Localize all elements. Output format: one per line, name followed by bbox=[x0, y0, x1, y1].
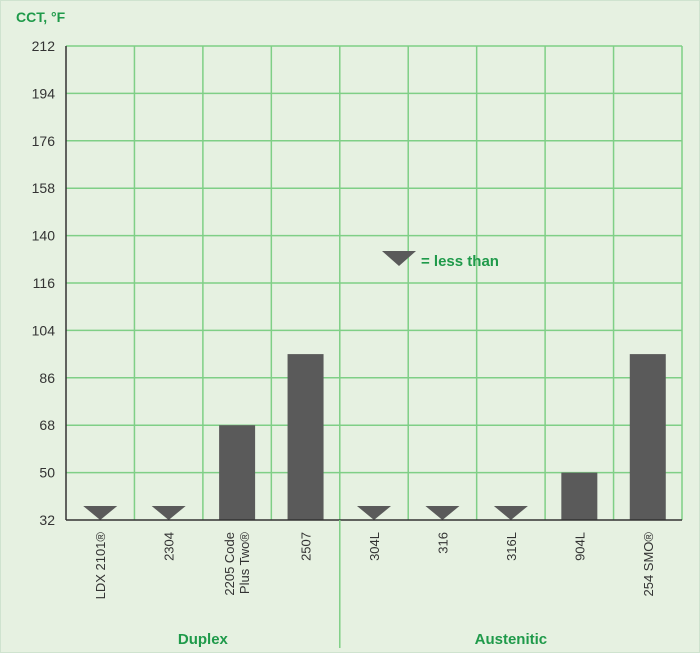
y-tick-label: 158 bbox=[32, 180, 56, 196]
x-tick-label: 316L bbox=[504, 532, 519, 561]
y-tick-label: 116 bbox=[33, 275, 56, 291]
less-than-marker bbox=[151, 506, 186, 520]
y-tick-label: 50 bbox=[39, 465, 55, 481]
x-tick-labels: LDX 2101® 2304 2205 CodePlus Two® 2507 304L 3… bbox=[93, 532, 656, 600]
y-tick-label: 86 bbox=[39, 370, 55, 386]
bar bbox=[287, 354, 324, 520]
y-tick-label: 140 bbox=[32, 228, 56, 244]
y-tick-label: 176 bbox=[32, 133, 56, 149]
y-tick-label: 104 bbox=[32, 322, 56, 338]
less-than-markers bbox=[83, 506, 528, 520]
axes bbox=[65, 46, 682, 648]
y-tick-label: 194 bbox=[32, 85, 56, 101]
bars bbox=[219, 354, 666, 520]
x-tick-label: LDX 2101® bbox=[93, 532, 108, 600]
y-tick-label: 68 bbox=[39, 417, 55, 433]
bar bbox=[219, 425, 256, 520]
x-tick-label: 2304 bbox=[162, 532, 177, 561]
legend: = less than bbox=[382, 251, 499, 270]
x-tick-label: 304L bbox=[367, 532, 382, 561]
legend-triangle-icon bbox=[382, 251, 416, 266]
x-tick-label: 2507 bbox=[299, 532, 314, 561]
x-tick-label: 254 SMO® bbox=[641, 532, 656, 597]
bar bbox=[629, 354, 666, 520]
less-than-marker bbox=[425, 506, 460, 520]
group-labels: Duplex Austenitic bbox=[178, 631, 547, 648]
legend-label: = less than bbox=[421, 253, 499, 270]
group-label: Duplex bbox=[178, 631, 229, 648]
x-tick-label: 2205 CodePlus Two® bbox=[222, 532, 252, 596]
group-label: Austenitic bbox=[475, 631, 548, 648]
x-tick-label: 904L bbox=[572, 532, 587, 561]
y-tick-label: 32 bbox=[39, 512, 55, 528]
bar bbox=[561, 472, 598, 520]
y-tick-label: 212 bbox=[32, 38, 56, 54]
less-than-marker bbox=[357, 506, 391, 520]
y-tick-labels: 32 50 68 86 104 116 140 158 176 194 212 bbox=[32, 38, 56, 528]
x-tick-label: 316 bbox=[435, 532, 450, 554]
y-axis-label: CCT, °F bbox=[16, 9, 66, 25]
grid-lines bbox=[66, 45, 683, 520]
less-than-marker bbox=[83, 506, 118, 520]
less-than-marker bbox=[493, 506, 528, 520]
